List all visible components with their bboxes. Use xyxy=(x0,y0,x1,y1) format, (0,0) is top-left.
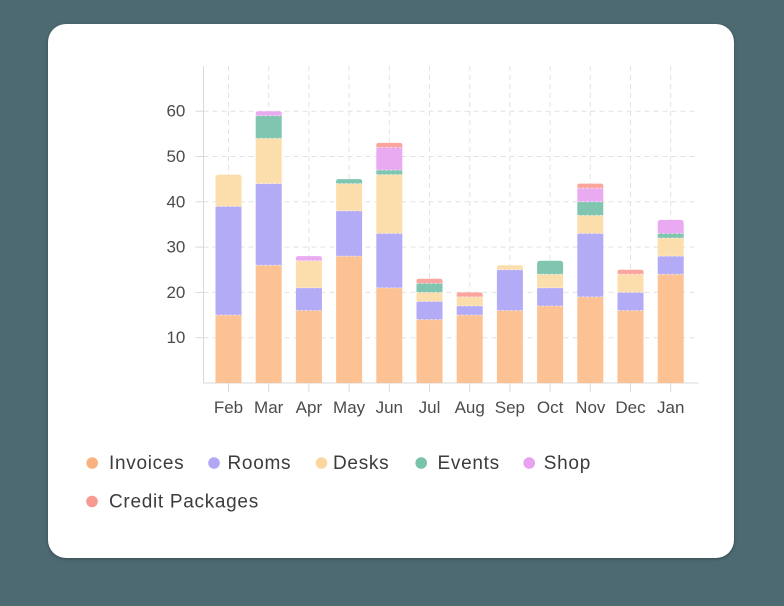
svg-text:Feb: Feb xyxy=(213,398,242,417)
svg-text:Apr: Apr xyxy=(295,398,322,417)
svg-text:40: 40 xyxy=(166,192,185,211)
svg-text:Sep: Sep xyxy=(494,398,524,417)
svg-text:30: 30 xyxy=(166,238,185,257)
svg-text:50: 50 xyxy=(166,147,185,166)
svg-text:May: May xyxy=(333,398,366,417)
svg-text:Nov: Nov xyxy=(575,398,606,417)
svg-text:Oct: Oct xyxy=(536,398,563,417)
svg-text:Jun: Jun xyxy=(375,398,402,417)
svg-text:Aug: Aug xyxy=(454,398,484,417)
svg-text:Jan: Jan xyxy=(656,398,683,417)
svg-text:20: 20 xyxy=(166,283,185,302)
svg-text:Invoices: Invoices xyxy=(109,453,184,474)
svg-text:Shop: Shop xyxy=(543,453,590,474)
svg-text:10: 10 xyxy=(166,328,185,347)
svg-text:Jul: Jul xyxy=(418,398,440,417)
svg-text:Credit Packages: Credit Packages xyxy=(109,492,259,513)
svg-text:Events: Events xyxy=(437,453,499,474)
svg-text:Rooms: Rooms xyxy=(227,453,291,474)
svg-text:Mar: Mar xyxy=(254,398,284,417)
svg-text:Desks: Desks xyxy=(333,453,389,474)
svg-text:Dec: Dec xyxy=(615,398,646,417)
svg-text:60: 60 xyxy=(166,102,185,121)
